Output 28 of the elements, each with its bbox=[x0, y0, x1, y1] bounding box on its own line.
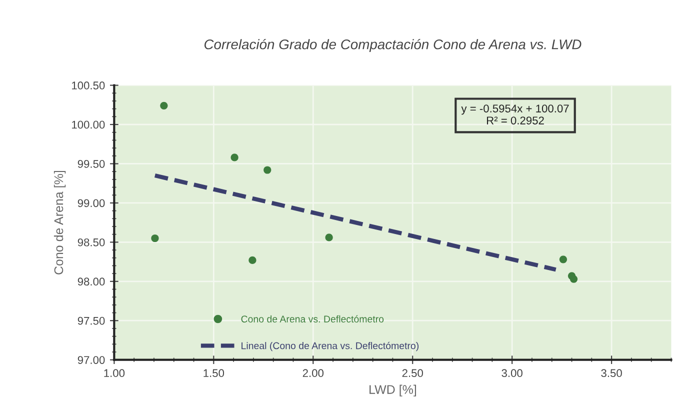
annotation: y = -0.5954x + 100.07 R² = 0.2952 bbox=[461, 104, 569, 124]
legend-label: Lineal (Cono de Arena vs. Deflectómetro) bbox=[242, 342, 419, 352]
legend-label: Cono de Arena vs. Deflectómetro bbox=[241, 315, 384, 322]
y-tick-label: 99.00 bbox=[78, 199, 105, 208]
point bbox=[559, 256, 568, 264]
y-tick-label: 97.50 bbox=[78, 316, 105, 325]
x-tick-label: 2.00 bbox=[302, 369, 324, 378]
x-tick-label: 1.00 bbox=[104, 369, 125, 378]
point bbox=[248, 256, 256, 264]
x-tick-label: 2.50 bbox=[402, 369, 423, 378]
point bbox=[264, 166, 272, 174]
y-tick-label: 100.50 bbox=[72, 82, 105, 90]
x-axis-title: LWD [%] bbox=[370, 384, 416, 396]
chart-title: Correlación Grado de Compactación Cono de Arena vs. LWD bbox=[204, 38, 582, 52]
point bbox=[230, 154, 238, 162]
point bbox=[151, 234, 159, 242]
point bbox=[570, 275, 578, 283]
point bbox=[160, 102, 168, 110]
y-tick-label: 98.50 bbox=[78, 238, 105, 246]
y-tick-label: 99.50 bbox=[78, 160, 105, 168]
point bbox=[325, 234, 333, 242]
y-tick-label: 100.00 bbox=[72, 120, 105, 129]
y-tick-label: 97.00 bbox=[78, 356, 105, 364]
x-tick-label: 1.50 bbox=[204, 369, 224, 378]
y-axis-title: Cono de Arena [%] bbox=[54, 170, 66, 274]
x-tick-label: 3.50 bbox=[601, 369, 622, 378]
y-tick-label: 98.00 bbox=[78, 278, 105, 286]
x-tick-label: 3.00 bbox=[502, 369, 522, 378]
